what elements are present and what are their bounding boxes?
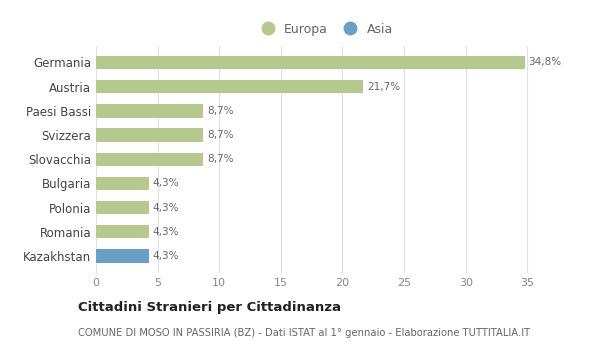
Bar	[96, 249, 149, 262]
Text: 4,3%: 4,3%	[152, 251, 179, 261]
Bar	[96, 56, 525, 69]
Bar	[96, 201, 149, 214]
Bar	[96, 80, 364, 93]
Bar	[96, 128, 203, 142]
Text: Cittadini Stranieri per Cittadinanza: Cittadini Stranieri per Cittadinanza	[78, 301, 341, 315]
Text: 8,7%: 8,7%	[207, 130, 233, 140]
Text: 4,3%: 4,3%	[152, 227, 179, 237]
Bar	[96, 225, 149, 238]
Bar	[96, 177, 149, 190]
Bar	[96, 104, 203, 118]
Text: 34,8%: 34,8%	[529, 57, 562, 68]
Text: COMUNE DI MOSO IN PASSIRIA (BZ) - Dati ISTAT al 1° gennaio - Elaborazione TUTTIT: COMUNE DI MOSO IN PASSIRIA (BZ) - Dati I…	[78, 328, 530, 338]
Legend: Europa, Asia: Europa, Asia	[250, 18, 398, 41]
Text: 8,7%: 8,7%	[207, 106, 233, 116]
Text: 21,7%: 21,7%	[367, 82, 400, 92]
Text: 8,7%: 8,7%	[207, 154, 233, 164]
Text: 4,3%: 4,3%	[152, 178, 179, 188]
Bar	[96, 153, 203, 166]
Text: 4,3%: 4,3%	[152, 203, 179, 213]
